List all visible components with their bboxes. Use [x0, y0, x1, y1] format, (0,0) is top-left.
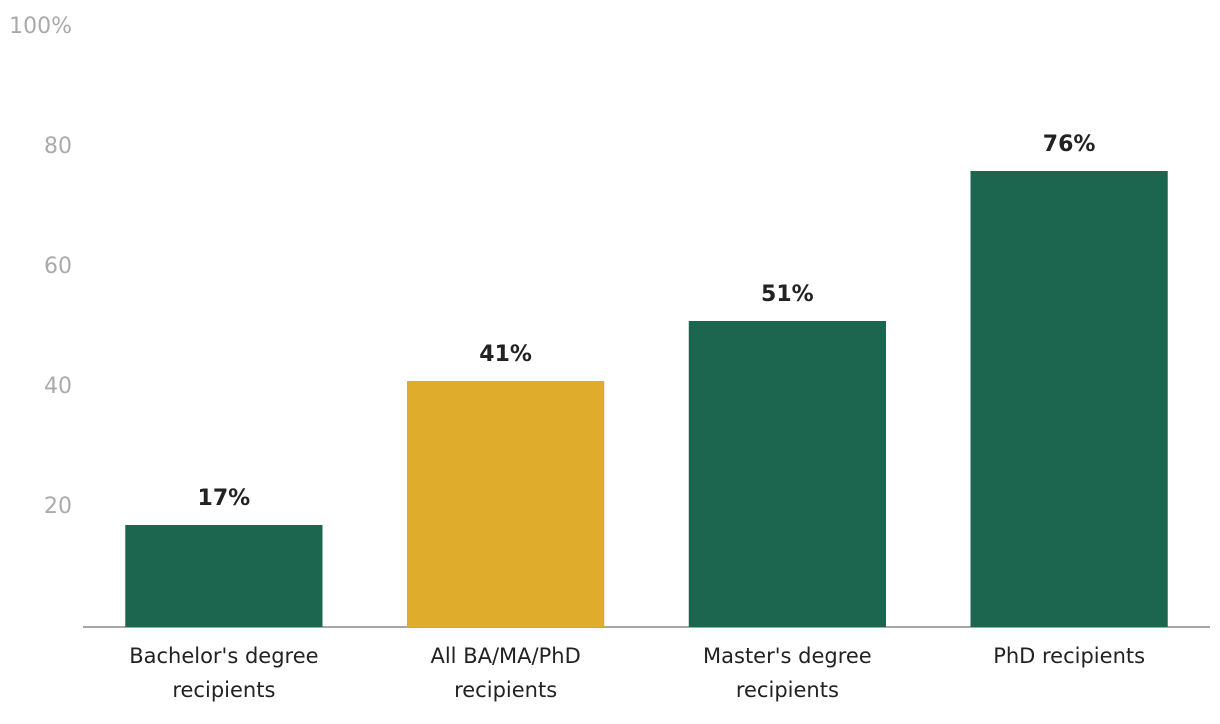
bar	[970, 171, 1168, 627]
x-tick-label: Master's degree recipients	[703, 644, 872, 702]
value-label: 41%	[479, 342, 532, 367]
y-tick-label: 40	[44, 374, 72, 399]
y-tick-label: 60	[44, 254, 72, 279]
x-tick-label: Bachelor's degree recipients	[129, 644, 319, 702]
value-label: 17%	[198, 486, 251, 511]
x-tick-label: PhD recipients	[993, 644, 1146, 668]
x-tick-label: All BA/MA/PhD recipients	[430, 644, 581, 702]
y-tick-label: 80	[44, 134, 72, 159]
y-tick-label: 20	[44, 494, 72, 519]
bar	[688, 321, 886, 627]
bar	[407, 381, 605, 627]
y-tick-label: 100%	[9, 14, 72, 39]
value-label: 51%	[761, 282, 814, 307]
value-label: 76%	[1043, 132, 1096, 157]
bar	[125, 525, 323, 627]
